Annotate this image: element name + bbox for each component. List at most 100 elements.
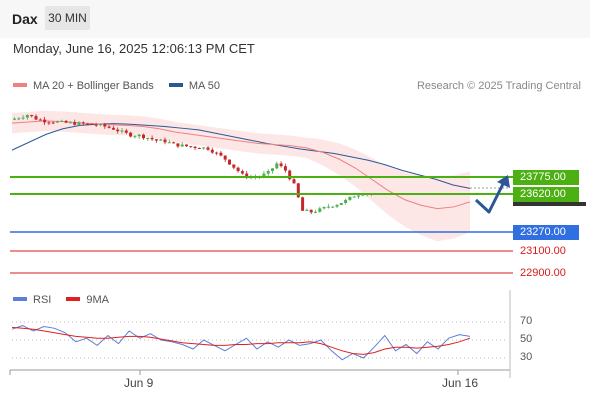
- legend-9ma: 9MA: [86, 294, 110, 306]
- candle-body: [232, 164, 236, 168]
- candle-body: [17, 118, 21, 120]
- candle-body: [236, 167, 240, 172]
- rsi-tick-30: 30: [520, 351, 533, 363]
- candle-body: [228, 159, 231, 165]
- candle-body: [335, 204, 339, 207]
- candle-body: [81, 122, 85, 124]
- rsi-line: [11, 325, 471, 361]
- candle-body: [296, 183, 300, 198]
- candle-body: [133, 136, 137, 138]
- candle-body: [322, 206, 326, 209]
- rsi-tick-70: 70: [520, 315, 533, 327]
- rsi-swatch: [13, 297, 27, 302]
- ma9-swatch: [66, 297, 81, 302]
- candle-body: [51, 122, 55, 124]
- candle-body: [172, 142, 176, 144]
- candle-body: [99, 124, 102, 126]
- candle-body: [90, 123, 94, 125]
- level-tag-23775: 23775.00: [513, 170, 579, 185]
- candle-body: [301, 197, 305, 211]
- legend-ma50: MA 50: [188, 80, 221, 92]
- rsi-ma9-line: [11, 326, 471, 355]
- candle-body: [344, 199, 348, 204]
- candle-body: [283, 166, 287, 171]
- candle-body: [103, 124, 107, 127]
- candle-body: [361, 194, 365, 196]
- rsi-legend: RSI 9MA: [13, 294, 109, 306]
- candle-body: [43, 119, 47, 123]
- x-label-jun9: Jun 9: [124, 376, 154, 390]
- forecast-arrowhead: [497, 175, 510, 188]
- instrument-title: Dax: [12, 11, 38, 27]
- candle-body: [129, 132, 133, 137]
- candle-body: [47, 122, 51, 124]
- candle-body: [111, 127, 115, 130]
- candle-body: [116, 129, 120, 132]
- candle-body: [77, 122, 81, 125]
- candle-body: [56, 121, 59, 123]
- candle-body: [146, 137, 150, 139]
- candle-body: [163, 139, 167, 143]
- candle-body: [305, 209, 309, 211]
- forecast-arrow: [474, 183, 505, 214]
- candle-body: [21, 117, 25, 119]
- candle-body: [25, 114, 29, 118]
- candle-body: [197, 147, 201, 149]
- candle-body: [262, 173, 266, 177]
- candle-body: [60, 120, 64, 122]
- candle-body: [292, 179, 296, 184]
- candle-body: [73, 122, 77, 125]
- candle-body: [64, 120, 68, 123]
- ma50-line: [11, 123, 471, 189]
- candle-body: [189, 146, 193, 148]
- research-credit: Research © 2025 Trading Central: [416, 80, 581, 92]
- legend-ma20: MA 20 + Bollinger Bands: [33, 80, 154, 92]
- candle-body: [124, 130, 128, 133]
- level-tag-23620: 23620.00: [513, 187, 579, 202]
- candle-body: [314, 211, 317, 213]
- candle-body: [193, 146, 197, 148]
- candle-body: [176, 143, 180, 147]
- candle-body: [150, 137, 154, 140]
- rsi-tick-50: 50: [520, 333, 533, 345]
- candle-body: [120, 130, 124, 132]
- candle-body: [38, 119, 42, 121]
- candle-body: [137, 134, 141, 137]
- candle-body: [339, 203, 343, 205]
- candle-body: [219, 152, 223, 156]
- candle-body: [215, 152, 219, 154]
- candle-body: [94, 124, 98, 126]
- candle-body: [275, 163, 279, 169]
- candle-body: [86, 123, 90, 125]
- candle-body: [309, 209, 313, 213]
- candle-body: [326, 206, 330, 208]
- level-tag-22900: 22900.00: [520, 267, 566, 279]
- candle-body: [279, 163, 283, 167]
- candle-body: [266, 170, 270, 174]
- candle-body: [348, 196, 352, 200]
- candle-body: [159, 139, 163, 141]
- candle-body: [13, 118, 16, 120]
- candle-body: [167, 142, 171, 144]
- last-price-marker: [513, 202, 586, 206]
- price-legend: MA 20 + Bollinger Bands MA 50: [13, 80, 220, 92]
- chart-datetime: Monday, June 16, 2025 12:06:13 PM CET: [13, 41, 255, 56]
- timeframe-button[interactable]: 30 MIN: [45, 6, 90, 30]
- candle-body: [34, 116, 38, 120]
- candle-body: [288, 170, 292, 180]
- candle-body: [107, 126, 111, 128]
- top-bar: Dax 30 MIN: [0, 0, 590, 38]
- candle-body: [142, 134, 145, 139]
- candle-body: [245, 173, 249, 178]
- x-label-jun16: Jun 16: [442, 376, 479, 390]
- ma20-swatch: [13, 83, 27, 88]
- candle-body: [68, 122, 72, 124]
- candle-body: [223, 155, 227, 160]
- candle-body: [210, 149, 214, 153]
- candle-body: [352, 196, 356, 198]
- candle-body: [202, 147, 206, 149]
- candle-body: [357, 195, 360, 197]
- level-tag-23100: 23100.00: [520, 245, 566, 257]
- candle-body: [154, 139, 158, 141]
